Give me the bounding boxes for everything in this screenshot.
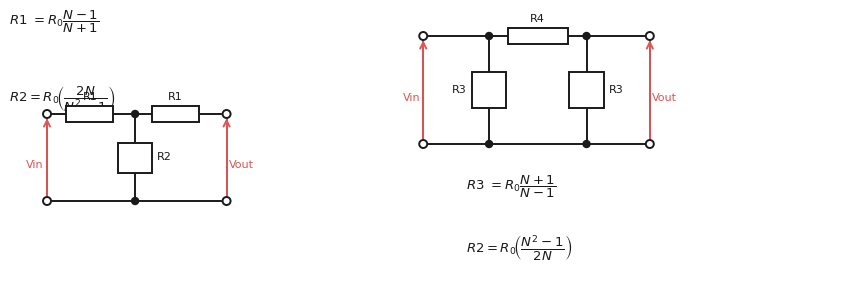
Bar (66, 106, 113, 122)
Text: $R2=R_0\!\left(\dfrac{N^2-1}{2N}\right)$: $R2=R_0\!\left(\dfrac{N^2-1}{2N}\right)$ (466, 234, 572, 263)
Circle shape (486, 32, 492, 40)
Text: $R3\ =R_0\dfrac{N+1}{N-1}$: $R3\ =R_0\dfrac{N+1}{N-1}$ (466, 174, 557, 200)
Circle shape (646, 32, 654, 40)
Bar (118, 142, 152, 172)
Text: $R1\ =R_0\dfrac{N-1}{N+1}$: $R1\ =R_0\dfrac{N-1}{N+1}$ (9, 9, 99, 35)
Text: $R2=R_0\!\left(\dfrac{2N}{N^2-1}\right)$: $R2=R_0\!\left(\dfrac{2N}{N^2-1}\right)$ (9, 84, 115, 113)
Text: R3: R3 (452, 85, 467, 95)
Circle shape (419, 32, 428, 40)
Circle shape (43, 197, 51, 205)
Text: Vin: Vin (403, 93, 420, 103)
Circle shape (583, 32, 590, 40)
Text: R4: R4 (530, 14, 545, 24)
Circle shape (646, 140, 654, 148)
Circle shape (419, 140, 428, 148)
Circle shape (222, 110, 231, 118)
Text: Vout: Vout (652, 93, 677, 103)
Circle shape (222, 197, 231, 205)
Text: R1: R1 (82, 92, 97, 102)
Text: R3: R3 (609, 85, 623, 95)
Circle shape (486, 140, 492, 148)
Bar (472, 72, 506, 108)
Text: R1: R1 (168, 92, 183, 102)
Bar (569, 72, 604, 108)
Bar (152, 106, 198, 122)
Circle shape (132, 197, 139, 205)
Text: Vout: Vout (229, 160, 254, 170)
Circle shape (132, 110, 139, 118)
Text: Vin: Vin (27, 160, 44, 170)
Circle shape (583, 140, 590, 148)
Circle shape (43, 110, 51, 118)
Text: R2: R2 (157, 152, 172, 163)
Bar (508, 28, 568, 44)
